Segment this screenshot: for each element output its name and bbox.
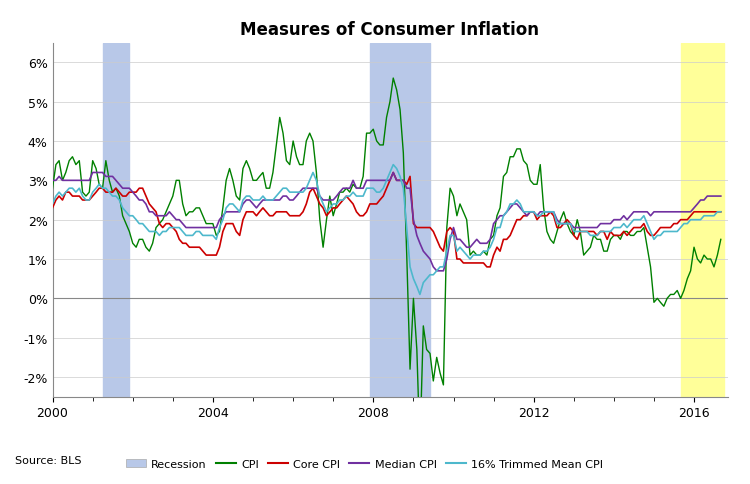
Bar: [103, 44, 129, 397]
Legend: Recession, CPI, Core CPI, Median CPI, 16% Trimmed Mean CPI: Recession, CPI, Core CPI, Median CPI, 16…: [125, 459, 603, 469]
Bar: [370, 44, 430, 397]
Bar: [681, 44, 724, 397]
Title: Measures of Consumer Inflation: Measures of Consumer Inflation: [241, 21, 539, 39]
Text: Source: BLS: Source: BLS: [15, 455, 82, 465]
